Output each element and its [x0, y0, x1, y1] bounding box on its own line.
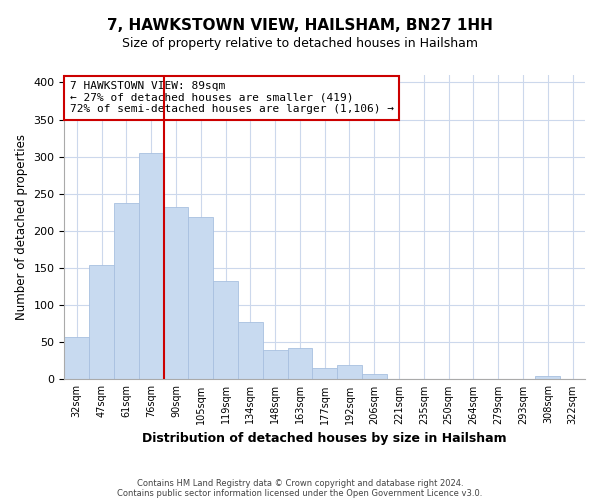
Bar [213, 280, 238, 380]
Text: Contains HM Land Registry data © Crown copyright and database right 2024.: Contains HM Land Registry data © Crown c… [137, 478, 463, 488]
Bar [89, 265, 114, 380]
Text: Contains public sector information licensed under the Open Government Licence v3: Contains public sector information licen… [118, 488, 482, 498]
Bar [337, 364, 362, 380]
Bar [139, 153, 164, 380]
Bar [313, 368, 337, 380]
Bar [188, 217, 213, 380]
Text: Size of property relative to detached houses in Hailsham: Size of property relative to detached ho… [122, 38, 478, 51]
Bar [362, 374, 386, 380]
Bar [287, 348, 313, 380]
Bar [238, 322, 263, 380]
Bar [164, 207, 188, 380]
Text: 7, HAWKSTOWN VIEW, HAILSHAM, BN27 1HH: 7, HAWKSTOWN VIEW, HAILSHAM, BN27 1HH [107, 18, 493, 32]
Text: 7 HAWKSTOWN VIEW: 89sqm
← 27% of detached houses are smaller (419)
72% of semi-d: 7 HAWKSTOWN VIEW: 89sqm ← 27% of detache… [70, 81, 394, 114]
Bar [263, 350, 287, 380]
Y-axis label: Number of detached properties: Number of detached properties [15, 134, 28, 320]
Bar [535, 376, 560, 380]
Bar [64, 337, 89, 380]
X-axis label: Distribution of detached houses by size in Hailsham: Distribution of detached houses by size … [142, 432, 507, 445]
Bar [114, 202, 139, 380]
